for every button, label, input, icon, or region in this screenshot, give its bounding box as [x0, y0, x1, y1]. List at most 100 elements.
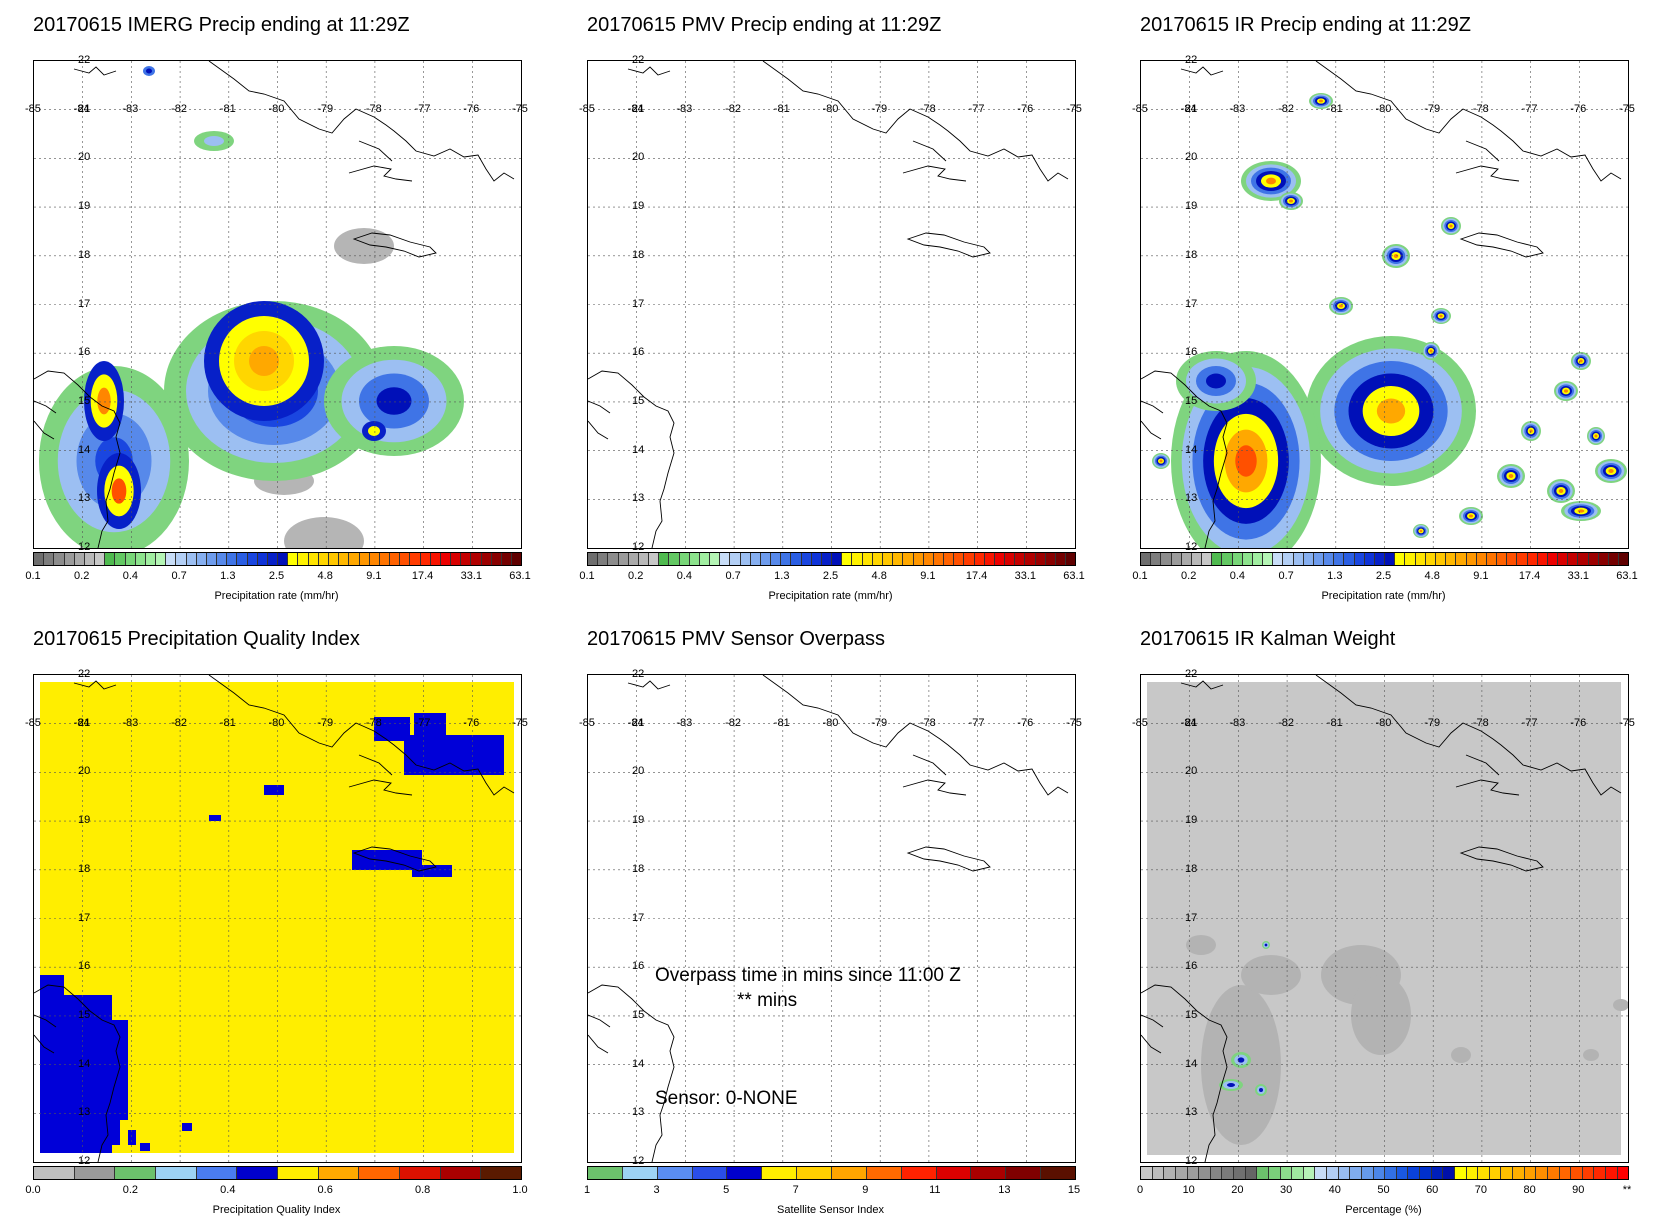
colorbar-swatch: [1420, 1167, 1432, 1179]
colorbar-tick-label: 13: [998, 1184, 1011, 1196]
lat-tick-label: 12: [1185, 541, 1198, 553]
colorbar-swatch: [105, 553, 116, 565]
colorbar-swatch: [1374, 553, 1386, 565]
colorbar-swatch: [1501, 1167, 1513, 1179]
colorbar-swatch: [1181, 553, 1192, 565]
lon-tick-label: -83: [1229, 717, 1246, 729]
colorbar-swatch: [227, 553, 238, 565]
map-plot: [33, 60, 522, 549]
colorbar-swatch: [369, 553, 380, 565]
colorbar-swatch: [1210, 1167, 1223, 1179]
lon-tick-label: -84: [73, 103, 90, 115]
overpass-text-line2: ** mins: [737, 990, 798, 1011]
lon-tick-label: -82: [171, 103, 187, 115]
colorbar-swatch: [1446, 553, 1457, 565]
colorbar-swatch: [771, 553, 782, 565]
lat-tick-label: 12: [78, 541, 91, 553]
colorbar-swatch: [692, 1167, 728, 1179]
colorbar-label: Precipitation rate (mm/hr): [1321, 590, 1446, 602]
lat-tick-label: 20: [78, 765, 91, 778]
colorbar-swatch: [1283, 553, 1294, 565]
colorbar-swatch: [1315, 1167, 1327, 1179]
lat-tick-label: 22: [78, 54, 91, 66]
colorbar-swatch: [727, 1167, 763, 1179]
colorbar-swatch: [278, 1167, 319, 1179]
lon-tick-label: -77: [1521, 103, 1538, 115]
colorbar-tick-label: 90: [1572, 1184, 1585, 1196]
colorbar-swatch: [1396, 1167, 1409, 1179]
colorbar-swatch: [797, 1167, 833, 1179]
colorbar-swatch: [298, 553, 309, 565]
colorbar-swatch: [608, 553, 619, 565]
colorbar-swatch: [328, 553, 340, 565]
lat-tick-label: 19: [632, 200, 645, 213]
lat-tick-label: 21: [78, 716, 91, 729]
colorbar-swatch: [1415, 553, 1426, 565]
colorbar-swatch: [903, 553, 914, 565]
colorbar-swatch: [217, 553, 228, 565]
lon-tick-label: -78: [1472, 717, 1489, 729]
colorbar-swatch: [1212, 553, 1223, 565]
colorbar-tick-label: 80: [1523, 1184, 1536, 1196]
lat-tick-label: 16: [78, 960, 91, 973]
colorbar-tick-label: 40: [1328, 1184, 1341, 1196]
colorbar-swatch: [1164, 1167, 1176, 1179]
lon-tick-label: -80: [1375, 103, 1392, 115]
colorbar-tick-label: 50: [1377, 1184, 1390, 1196]
colorbar-tick-label: 70: [1474, 1184, 1488, 1196]
colorbar-swatch: [501, 553, 513, 565]
colorbar-swatch: [440, 553, 452, 565]
colorbar-swatch: [1263, 553, 1274, 565]
colorbar-swatch: [359, 1167, 401, 1179]
colorbar-swatch: [54, 553, 65, 565]
colorbar-swatch: [1425, 553, 1436, 565]
colorbar-tick-label: 0.7: [1278, 570, 1294, 582]
colorbar-swatch: [669, 553, 680, 565]
colorbar-tick-label: 0.2: [122, 1184, 139, 1196]
colorbar-tick-label: 30: [1279, 1184, 1293, 1196]
colorbar-swatch: [781, 553, 792, 565]
lat-tick-label: 19: [78, 814, 91, 827]
colorbar-swatch: [1324, 553, 1335, 565]
colorbar-swatch: [430, 553, 441, 565]
colorbar-swatch: [1252, 553, 1264, 565]
colorbar-swatch: [866, 1167, 902, 1179]
colorbar-swatch: [1385, 553, 1396, 565]
colorbar-swatch: [1141, 553, 1152, 565]
lon-tick-label: -80: [1375, 717, 1392, 729]
colorbar-tick-label: 9.1: [1473, 570, 1489, 582]
colorbar-swatch: [390, 553, 401, 565]
colorbar-swatch: [598, 553, 609, 565]
lat-tick-label: 13: [78, 1106, 91, 1119]
coastline: [34, 675, 515, 1162]
colorbar-swatch: [954, 553, 965, 565]
colorbar-tick-label: 0.8: [414, 1184, 431, 1196]
lon-tick-label: -80: [822, 103, 839, 115]
colorbar-swatch: [1489, 1167, 1502, 1179]
colorbar-swatch: [821, 553, 833, 565]
colorbar-swatch: [679, 553, 690, 565]
colorbar-swatch: [115, 1167, 157, 1179]
colorbar-swatch: [196, 1167, 238, 1179]
colorbar-swatch: [862, 553, 873, 565]
lon-tick-label: -78: [365, 717, 382, 729]
colorbar-swatch: [618, 553, 629, 565]
colorbar-swatch: [186, 553, 197, 565]
colorbar-swatch: [1175, 1167, 1188, 1179]
colorbar-label: Satellite Sensor Index: [776, 1204, 885, 1216]
lat-tick-label: 17: [632, 297, 645, 310]
colorbar-swatch: [1608, 553, 1620, 565]
colorbar-tick-label: 60: [1426, 1184, 1439, 1196]
lon-tick-label: -82: [725, 717, 741, 729]
lon-tick-label: -75: [1619, 103, 1635, 115]
panel-title: 20170615 PMV Precip ending at 11:29Z: [587, 14, 942, 36]
colorbar-swatch: [339, 553, 350, 565]
lat-tick-label: 19: [1185, 200, 1198, 213]
colorbar-swatch: [1141, 1167, 1153, 1179]
lon-tick-label: -83: [1229, 103, 1246, 115]
colorbar-swatch: [1497, 553, 1508, 565]
colorbar-swatch: [1015, 553, 1026, 565]
colorbar-swatch: [1547, 553, 1559, 565]
colorbar-swatch: [1327, 1167, 1339, 1179]
lon-tick-label: -83: [676, 103, 693, 115]
